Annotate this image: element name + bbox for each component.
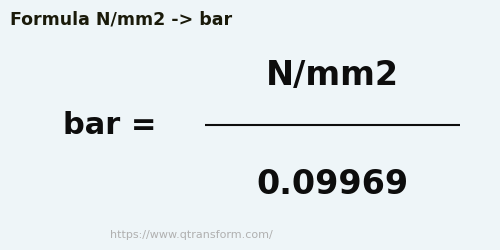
Text: bar =: bar = bbox=[63, 110, 157, 140]
Text: N/mm2: N/mm2 bbox=[266, 58, 399, 92]
Text: https://www.qtransform.com/: https://www.qtransform.com/ bbox=[110, 230, 273, 240]
Text: 0.09969: 0.09969 bbox=[256, 168, 408, 202]
Text: Formula N/mm2 -> bar: Formula N/mm2 -> bar bbox=[10, 10, 232, 28]
